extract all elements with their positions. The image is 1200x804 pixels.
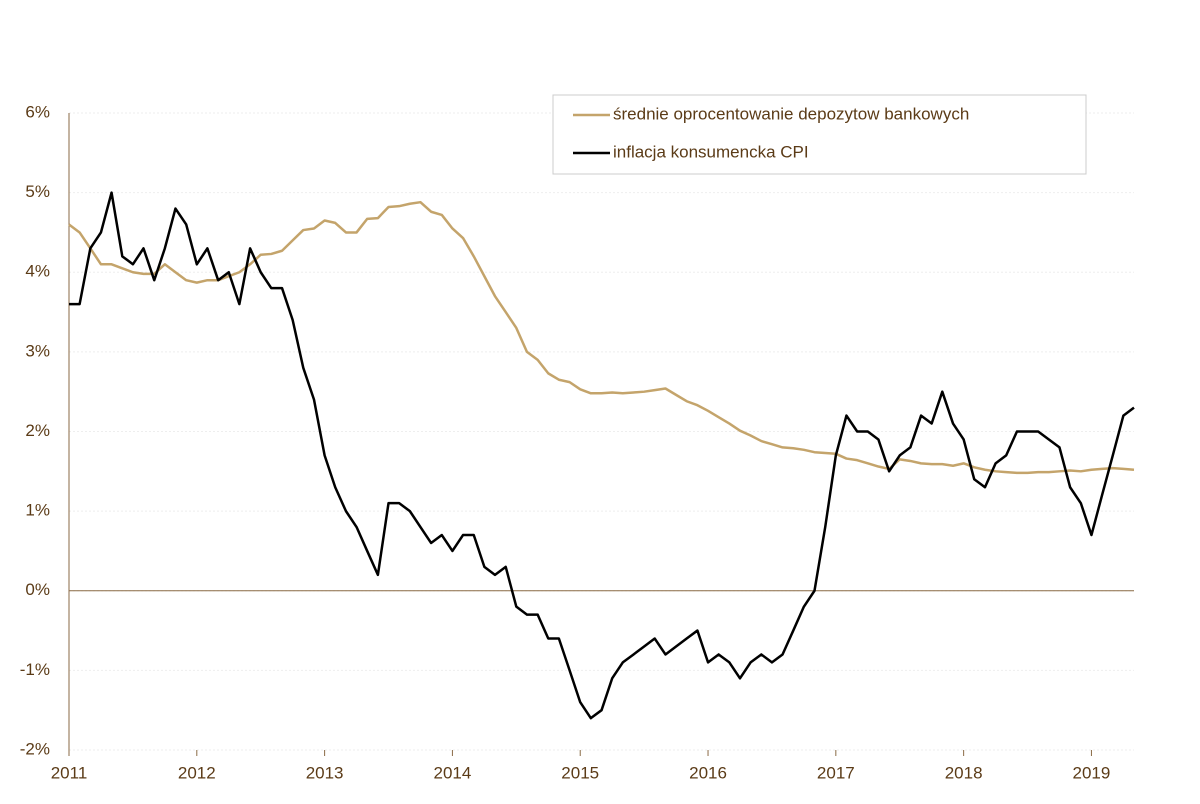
x-tick-label: 2015 bbox=[561, 763, 599, 782]
x-tick-label: 2019 bbox=[1073, 763, 1111, 782]
x-tick-label: 2013 bbox=[306, 763, 344, 782]
x-tick-label: 2018 bbox=[945, 763, 983, 782]
x-tick-label: 2011 bbox=[51, 763, 88, 782]
series-line bbox=[68, 200, 1135, 475]
y-tick-label: 1% bbox=[25, 501, 50, 520]
x-tick-label: 2014 bbox=[434, 763, 472, 782]
legend-label: inflacja konsumencka CPI bbox=[613, 142, 809, 161]
y-tick-label: 5% bbox=[25, 182, 50, 201]
y-tick-label: 3% bbox=[25, 341, 50, 360]
x-tick-label: 2016 bbox=[689, 763, 727, 782]
y-tick-label: 4% bbox=[25, 262, 50, 281]
series-line bbox=[69, 191, 1135, 720]
y-tick-label: -2% bbox=[20, 739, 50, 758]
y-tick-label: 6% bbox=[25, 102, 50, 121]
legend-label: średnie oprocentowanie depozytow bankowy… bbox=[613, 104, 969, 123]
y-tick-label: 2% bbox=[25, 421, 50, 440]
legend-box bbox=[552, 94, 1087, 175]
x-tick-label: 2012 bbox=[178, 763, 216, 782]
x-tick-label: 2017 bbox=[817, 763, 855, 782]
y-tick-label: -1% bbox=[20, 660, 50, 679]
y-tick-label: 0% bbox=[25, 580, 50, 599]
